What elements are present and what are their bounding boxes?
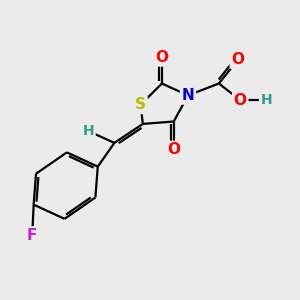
Text: O: O: [234, 93, 247, 108]
Text: H: H: [82, 124, 94, 138]
Text: O: O: [155, 50, 168, 65]
Text: O: O: [167, 142, 180, 158]
Text: H: H: [260, 93, 272, 107]
Text: N: N: [182, 88, 194, 103]
Text: F: F: [27, 228, 38, 243]
Text: O: O: [231, 52, 244, 67]
Text: S: S: [135, 98, 146, 112]
